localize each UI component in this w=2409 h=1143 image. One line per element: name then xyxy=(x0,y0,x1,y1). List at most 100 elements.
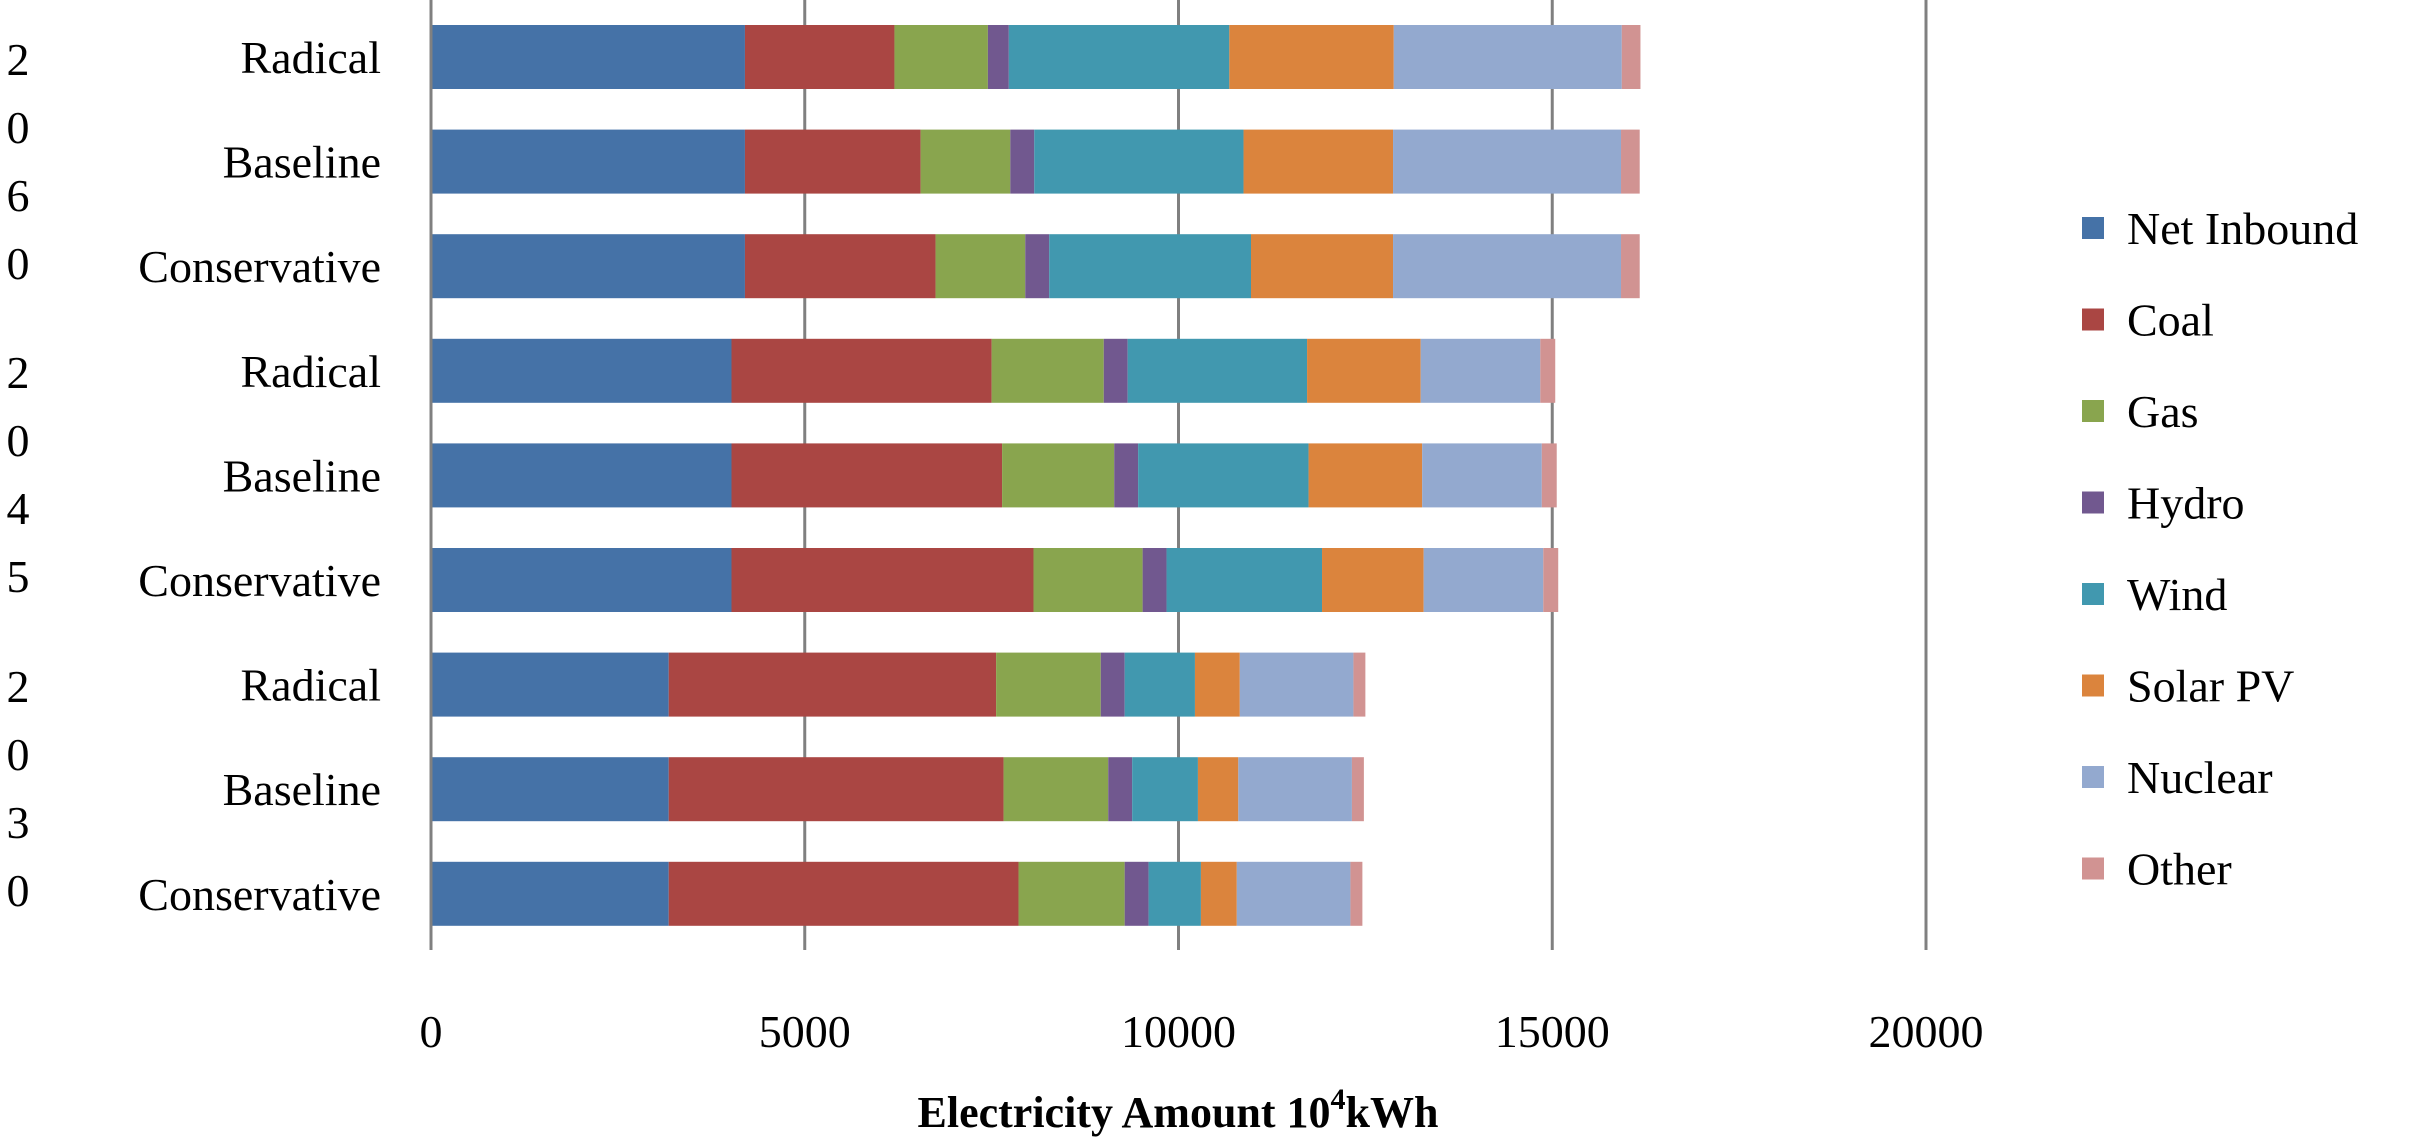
bar-segment-nuclear xyxy=(1238,757,1352,822)
x-tick-label: 10000 xyxy=(1121,1006,1236,1057)
bar-row xyxy=(431,129,1640,194)
bar-segment-wind xyxy=(1034,129,1244,194)
bar-segment-gas xyxy=(1018,861,1125,926)
bar-segment-gas xyxy=(935,234,1026,299)
category-label: Baseline xyxy=(223,137,381,188)
bar-segment-gas xyxy=(920,129,1011,194)
bar-segment-hydro xyxy=(1103,338,1128,403)
legend-item: Solar PV xyxy=(2082,661,2294,712)
x-axis-title-suffix: kWh xyxy=(1346,1088,1439,1137)
bar-segment-coal xyxy=(668,652,997,717)
year-label-char: 0 xyxy=(7,238,30,289)
bar-segment-nuclear xyxy=(1422,443,1542,508)
legend: Net Inbound Coal Gas Hydro Wind Solar PV Nucle… xyxy=(2082,203,2358,895)
bar-segment-wind xyxy=(1138,443,1309,508)
year-label-char: 2 xyxy=(7,347,30,398)
bar-segment-hydro xyxy=(1100,652,1125,717)
bar-segment-other xyxy=(1353,652,1366,717)
category-label: Conservative xyxy=(138,869,381,920)
category-label: Radical xyxy=(241,346,382,397)
legend-swatch xyxy=(2082,491,2104,514)
bar-segment-coal xyxy=(744,234,936,299)
bar-row xyxy=(431,338,1556,403)
bar-segment-wind xyxy=(1127,338,1308,403)
bar-segment-solar-pv xyxy=(1243,129,1394,194)
bar-segment-wind xyxy=(1132,757,1198,822)
legend-label: Other xyxy=(2127,844,2232,895)
year-label-char: 0 xyxy=(7,729,30,780)
bar-segment-coal xyxy=(668,861,1019,926)
bar-segment-wind xyxy=(1166,548,1323,612)
x-tick-labels: 0 5000 10000 15000 20000 xyxy=(420,1006,1984,1057)
legend-item: Nuclear xyxy=(2082,752,2273,803)
bar-row xyxy=(431,234,1640,299)
bar-segment-other xyxy=(1621,129,1640,194)
bar-segment-solar-pv xyxy=(1307,338,1421,403)
category-label: Radical xyxy=(241,660,382,711)
bar-segment-nuclear xyxy=(1420,338,1541,403)
bar-segment-net-inbound xyxy=(431,25,745,89)
legend-swatch xyxy=(2082,308,2104,331)
legend-item: Net Inbound xyxy=(2082,203,2358,254)
legend-swatch xyxy=(2082,857,2104,880)
x-tick-label: 15000 xyxy=(1495,1006,1610,1057)
bar-segment-nuclear xyxy=(1236,861,1351,926)
bar-segment-net-inbound xyxy=(431,338,732,403)
year-labels: 2 0 6 0 2 0 4 5 2 0 3 0 xyxy=(7,34,30,916)
bar-segment-hydro xyxy=(1114,443,1139,508)
bar-segment-other xyxy=(1621,25,1641,89)
bar-segment-net-inbound xyxy=(431,234,745,299)
legend-label: Gas xyxy=(2127,386,2199,437)
bar-segment-coal xyxy=(744,129,921,194)
bar-segment-other xyxy=(1350,861,1363,926)
bar-segment-wind xyxy=(1148,861,1201,926)
bar-segment-wind xyxy=(1124,652,1195,717)
category-label: Conservative xyxy=(138,241,381,292)
bar-segment-coal xyxy=(744,25,895,89)
bar-row xyxy=(431,652,1366,717)
year-label-char: 0 xyxy=(7,415,30,466)
bar-segment-wind xyxy=(1049,234,1252,299)
bar-segment-hydro xyxy=(1142,548,1167,612)
legend-label: Coal xyxy=(2127,295,2214,346)
bar-segment-solar-pv xyxy=(1229,25,1394,89)
bar-row xyxy=(431,861,1363,926)
bar-segment-hydro xyxy=(1010,129,1035,194)
bar-segment-coal xyxy=(731,338,992,403)
legend-item: Coal xyxy=(2082,295,2214,346)
bar-segment-hydro xyxy=(1124,861,1149,926)
bar-segment-other xyxy=(1541,443,1557,508)
category-label: Conservative xyxy=(138,555,381,606)
bar-segment-coal xyxy=(668,757,1004,822)
year-label-char: 5 xyxy=(7,551,30,602)
bar-segment-net-inbound xyxy=(431,548,732,612)
bar-segment-gas xyxy=(894,25,988,89)
legend-item: Wind xyxy=(2082,569,2227,620)
legend-label: Net Inbound xyxy=(2127,203,2358,254)
bar-area xyxy=(431,25,1641,926)
legend-item: Other xyxy=(2082,844,2232,895)
category-labels: Radical Baseline Conservative Radical Baseli… xyxy=(138,32,381,920)
bar-segment-other xyxy=(1543,548,1559,612)
year-label-char: 2 xyxy=(7,34,30,85)
year-label-char: 2 xyxy=(7,661,30,712)
bar-segment-nuclear xyxy=(1423,548,1544,612)
category-label: Baseline xyxy=(223,450,381,501)
x-tick-label: 20000 xyxy=(1869,1006,1984,1057)
x-tick-label: 0 xyxy=(420,1006,443,1057)
bar-segment-solar-pv xyxy=(1197,757,1239,822)
bar-segment-gas xyxy=(996,652,1101,717)
bar-segment-gas xyxy=(1002,443,1115,508)
legend-swatch xyxy=(2082,674,2104,697)
bar-segment-net-inbound xyxy=(431,757,669,822)
bar-segment-solar-pv xyxy=(1251,234,1394,299)
legend-swatch xyxy=(2082,400,2104,422)
bar-segment-gas xyxy=(991,338,1104,403)
bar-segment-solar-pv xyxy=(1200,861,1237,926)
bar-row xyxy=(431,25,1641,89)
bar-row xyxy=(431,443,1557,508)
bar-segment-coal xyxy=(731,548,1034,612)
legend-swatch xyxy=(2082,766,2104,788)
year-label-char: 0 xyxy=(7,865,30,916)
legend-item: Hydro xyxy=(2082,478,2245,529)
